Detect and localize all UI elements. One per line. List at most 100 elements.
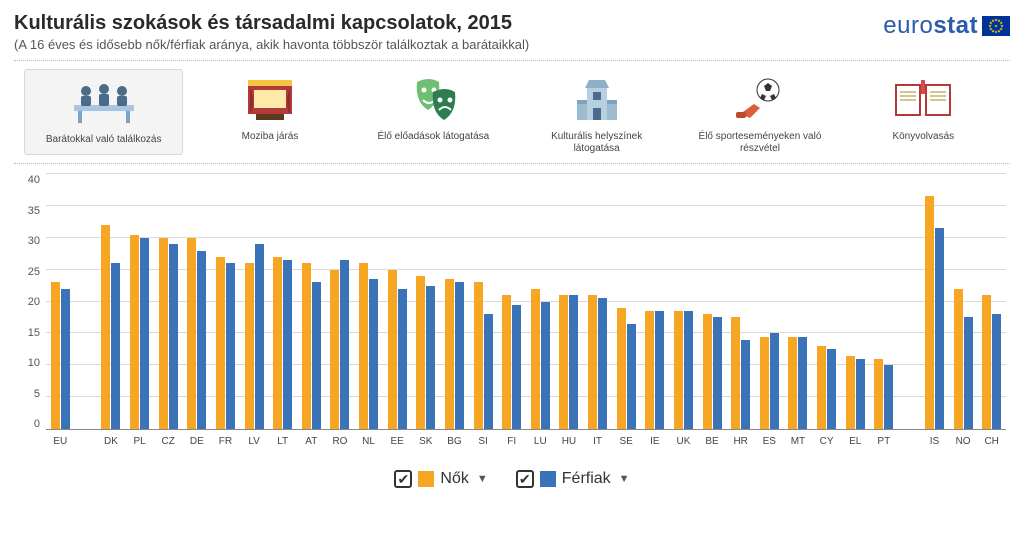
divider <box>14 163 1010 164</box>
title-block: Kulturális szokások és társadalmi kapcso… <box>14 12 529 52</box>
bar-men <box>512 305 521 429</box>
x-tick-label: LV <box>240 432 269 454</box>
x-tick-label: CZ <box>154 432 183 454</box>
x-tick-label: NO <box>949 432 978 454</box>
bar-men <box>426 286 435 429</box>
tab-castle[interactable]: Kulturális helyszínek látogatása <box>520 69 673 155</box>
x-tick-label: LT <box>268 432 297 454</box>
bar-women <box>925 196 934 429</box>
tab-label: Kulturális helyszínek látogatása <box>527 131 667 155</box>
tab-sport[interactable]: Élő sporteseményeken való részvétel <box>683 69 836 155</box>
bar-women <box>330 270 339 429</box>
bar-group <box>383 174 412 429</box>
chevron-down-icon: ▼ <box>477 473 488 485</box>
bar-women <box>674 311 683 429</box>
x-tick-label: DK <box>97 432 126 454</box>
bar-men <box>340 260 349 429</box>
bar-men <box>798 337 807 429</box>
swatch-men <box>540 471 556 487</box>
y-tick-label: 20 <box>18 296 40 308</box>
x-tick-label: BE <box>698 432 727 454</box>
bar-group <box>698 174 727 429</box>
bar-group <box>841 174 870 429</box>
bar-group <box>977 174 1006 429</box>
bar-women <box>846 356 855 429</box>
bar-women <box>101 225 110 429</box>
bar-men <box>398 289 407 429</box>
bar-men <box>283 260 292 429</box>
logo-text: eurostat <box>883 12 978 40</box>
bar-women <box>216 257 225 429</box>
bar-women <box>474 282 483 429</box>
bar-men <box>111 263 120 429</box>
bar-women <box>273 257 282 429</box>
y-tick-label: 15 <box>18 327 40 339</box>
x-tick-label: NL <box>354 432 383 454</box>
y-tick-label: 10 <box>18 357 40 369</box>
bar-group <box>469 174 498 429</box>
bar-group <box>183 174 212 429</box>
tab-cinema[interactable]: Moziba járás <box>193 69 346 155</box>
bar-men <box>169 244 178 429</box>
bar-men <box>935 228 944 429</box>
bar-groups <box>46 174 1006 429</box>
bar-group <box>240 174 269 429</box>
bar-men <box>197 251 206 430</box>
y-tick-label: 35 <box>18 205 40 217</box>
tab-label: Könyvolvasás <box>892 131 954 143</box>
x-tick-label: UK <box>669 432 698 454</box>
x-tick-label: HR <box>726 432 755 454</box>
tab-label: Élő előadások látogatása <box>377 131 489 143</box>
bar-group <box>555 174 584 429</box>
bar-group <box>326 174 355 429</box>
bar-women <box>817 346 826 429</box>
x-tick-label: EE <box>383 432 412 454</box>
x-tick-label: DE <box>183 432 212 454</box>
chevron-down-icon: ▼ <box>619 473 630 485</box>
bar-group <box>870 174 899 429</box>
chart: 4035302520151050 EUDKPLCZDEFRLVLTATRONLE… <box>18 174 1006 454</box>
bar-women <box>245 263 254 429</box>
bar-women <box>954 289 963 429</box>
tab-theatre[interactable]: Élő előadások látogatása <box>357 69 510 155</box>
bar-men <box>770 333 779 429</box>
bar-group <box>297 174 326 429</box>
bar-women <box>760 337 769 429</box>
bar-women <box>388 270 397 429</box>
x-tick-label: IE <box>641 432 670 454</box>
y-tick-label: 40 <box>18 174 40 186</box>
checkbox-icon: ✔ <box>394 470 412 488</box>
x-tick-label: RO <box>326 432 355 454</box>
x-tick-label: FR <box>211 432 240 454</box>
x-tick-label: SE <box>612 432 641 454</box>
bar-men <box>541 302 550 430</box>
sport-icon <box>710 71 810 127</box>
bar-women <box>159 238 168 429</box>
theatre-icon <box>383 71 483 127</box>
bar-women <box>302 263 311 429</box>
tab-label: Moziba járás <box>242 131 299 143</box>
tab-friends[interactable]: Barátokkal való találkozás <box>24 69 183 155</box>
tab-book[interactable]: Könyvolvasás <box>847 69 1000 155</box>
x-tick-label: HU <box>555 432 584 454</box>
y-tick-label: 25 <box>18 266 40 278</box>
x-tick-label: PT <box>870 432 899 454</box>
y-tick-label: 0 <box>18 418 40 430</box>
divider <box>14 60 1010 61</box>
bar-men <box>856 359 865 429</box>
x-tick-label: AT <box>297 432 326 454</box>
page-subtitle: (A 16 éves és idősebb nők/férfiak aránya… <box>14 37 529 52</box>
cinema-icon <box>220 71 320 127</box>
legend-item-women[interactable]: ✔ Nők ▼ <box>394 470 487 488</box>
x-tick-label: IS <box>920 432 949 454</box>
bar-women <box>187 238 196 429</box>
bar-women <box>559 295 568 429</box>
bar-group <box>412 174 441 429</box>
bar-group <box>97 174 126 429</box>
legend-item-men[interactable]: ✔ Férfiak ▼ <box>516 470 630 488</box>
bar-men <box>226 263 235 429</box>
bar-group <box>154 174 183 429</box>
bar-women <box>531 289 540 429</box>
bar-men <box>884 365 893 429</box>
bar-group <box>784 174 813 429</box>
